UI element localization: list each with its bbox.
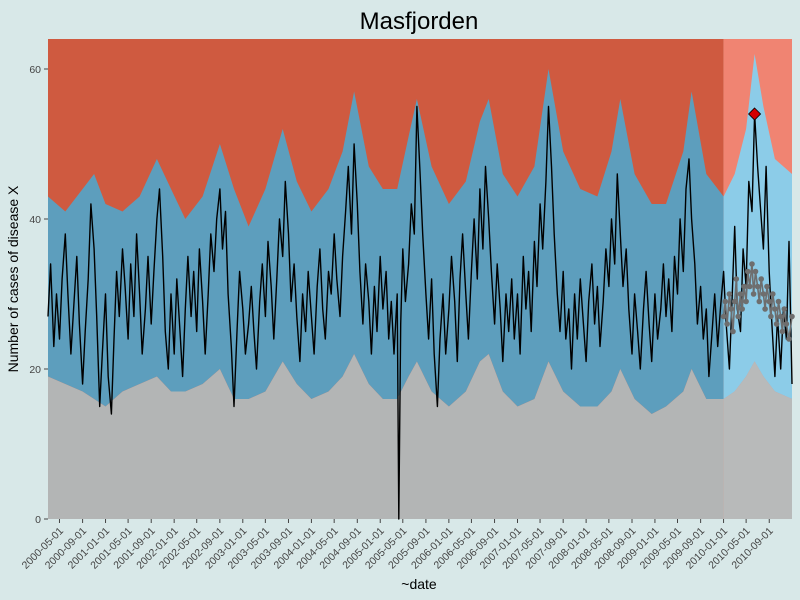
- prediction-point-30: [777, 313, 784, 320]
- cases-line: [47, 105, 793, 520]
- prediction-point-3: [726, 291, 733, 297]
- prediction-point-29: [775, 298, 782, 305]
- alert-marker: [748, 107, 762, 121]
- prediction-point-2: [724, 321, 730, 327]
- prediction-point-0: [720, 313, 727, 320]
- chart-title: Masfjorden: [360, 8, 479, 35]
- prediction-point-8: [735, 313, 741, 320]
- prediction-point-5: [730, 328, 736, 335]
- prediction-point-34: [786, 336, 792, 342]
- y-tick-label-3: 60: [29, 64, 41, 76]
- below-band-region-current: [723, 361, 792, 519]
- below-band-region-baseline: [48, 354, 724, 519]
- prediction-point-9: [737, 291, 744, 297]
- x-axis: 2000-05-012000-09-012001-01-012001-05-01…: [20, 519, 776, 572]
- prediction-point-6: [731, 298, 738, 305]
- prediction-point-13: [745, 268, 751, 275]
- prediction-point-24: [766, 298, 772, 305]
- prediction-point-27: [772, 306, 778, 312]
- prediction-point-33: [783, 321, 790, 327]
- x-axis-label: ~date: [401, 576, 437, 592]
- prediction-point-4: [728, 306, 734, 312]
- y-tick-label-2: 40: [29, 214, 41, 226]
- prediction-point-17: [752, 268, 759, 275]
- prediction-point-19: [756, 298, 763, 305]
- prediction-point-32: [781, 306, 788, 312]
- prediction-point-28: [773, 321, 780, 327]
- prediction-point-15: [749, 261, 755, 267]
- prediction-point-7: [733, 276, 740, 282]
- prediction-point-1: [722, 298, 729, 305]
- prediction-point-31: [779, 328, 786, 335]
- plot-area: [47, 39, 795, 520]
- prediction-point-11: [741, 283, 747, 290]
- prediction-point-25: [768, 313, 774, 320]
- prediction-band-baseline: [48, 69, 724, 414]
- y-tick-label-0: 0: [35, 514, 41, 526]
- prediction-point-26: [770, 291, 776, 297]
- prediction-point-22: [762, 306, 768, 312]
- prediction-point-35: [789, 313, 795, 320]
- prediction-point-14: [746, 283, 753, 290]
- prediction-point-20: [758, 276, 764, 282]
- prediction-point-18: [754, 283, 761, 290]
- y-axis: 0 20 40 60: [29, 64, 48, 526]
- prediction-point-12: [743, 298, 749, 305]
- prediction-point-16: [750, 291, 757, 297]
- prediction-point-21: [760, 291, 767, 297]
- prediction-point-23: [764, 283, 770, 290]
- y-axis-label: Number of cases of disease X: [5, 185, 21, 372]
- prediction-point-10: [739, 306, 745, 312]
- y-tick-label-1: 20: [29, 364, 41, 376]
